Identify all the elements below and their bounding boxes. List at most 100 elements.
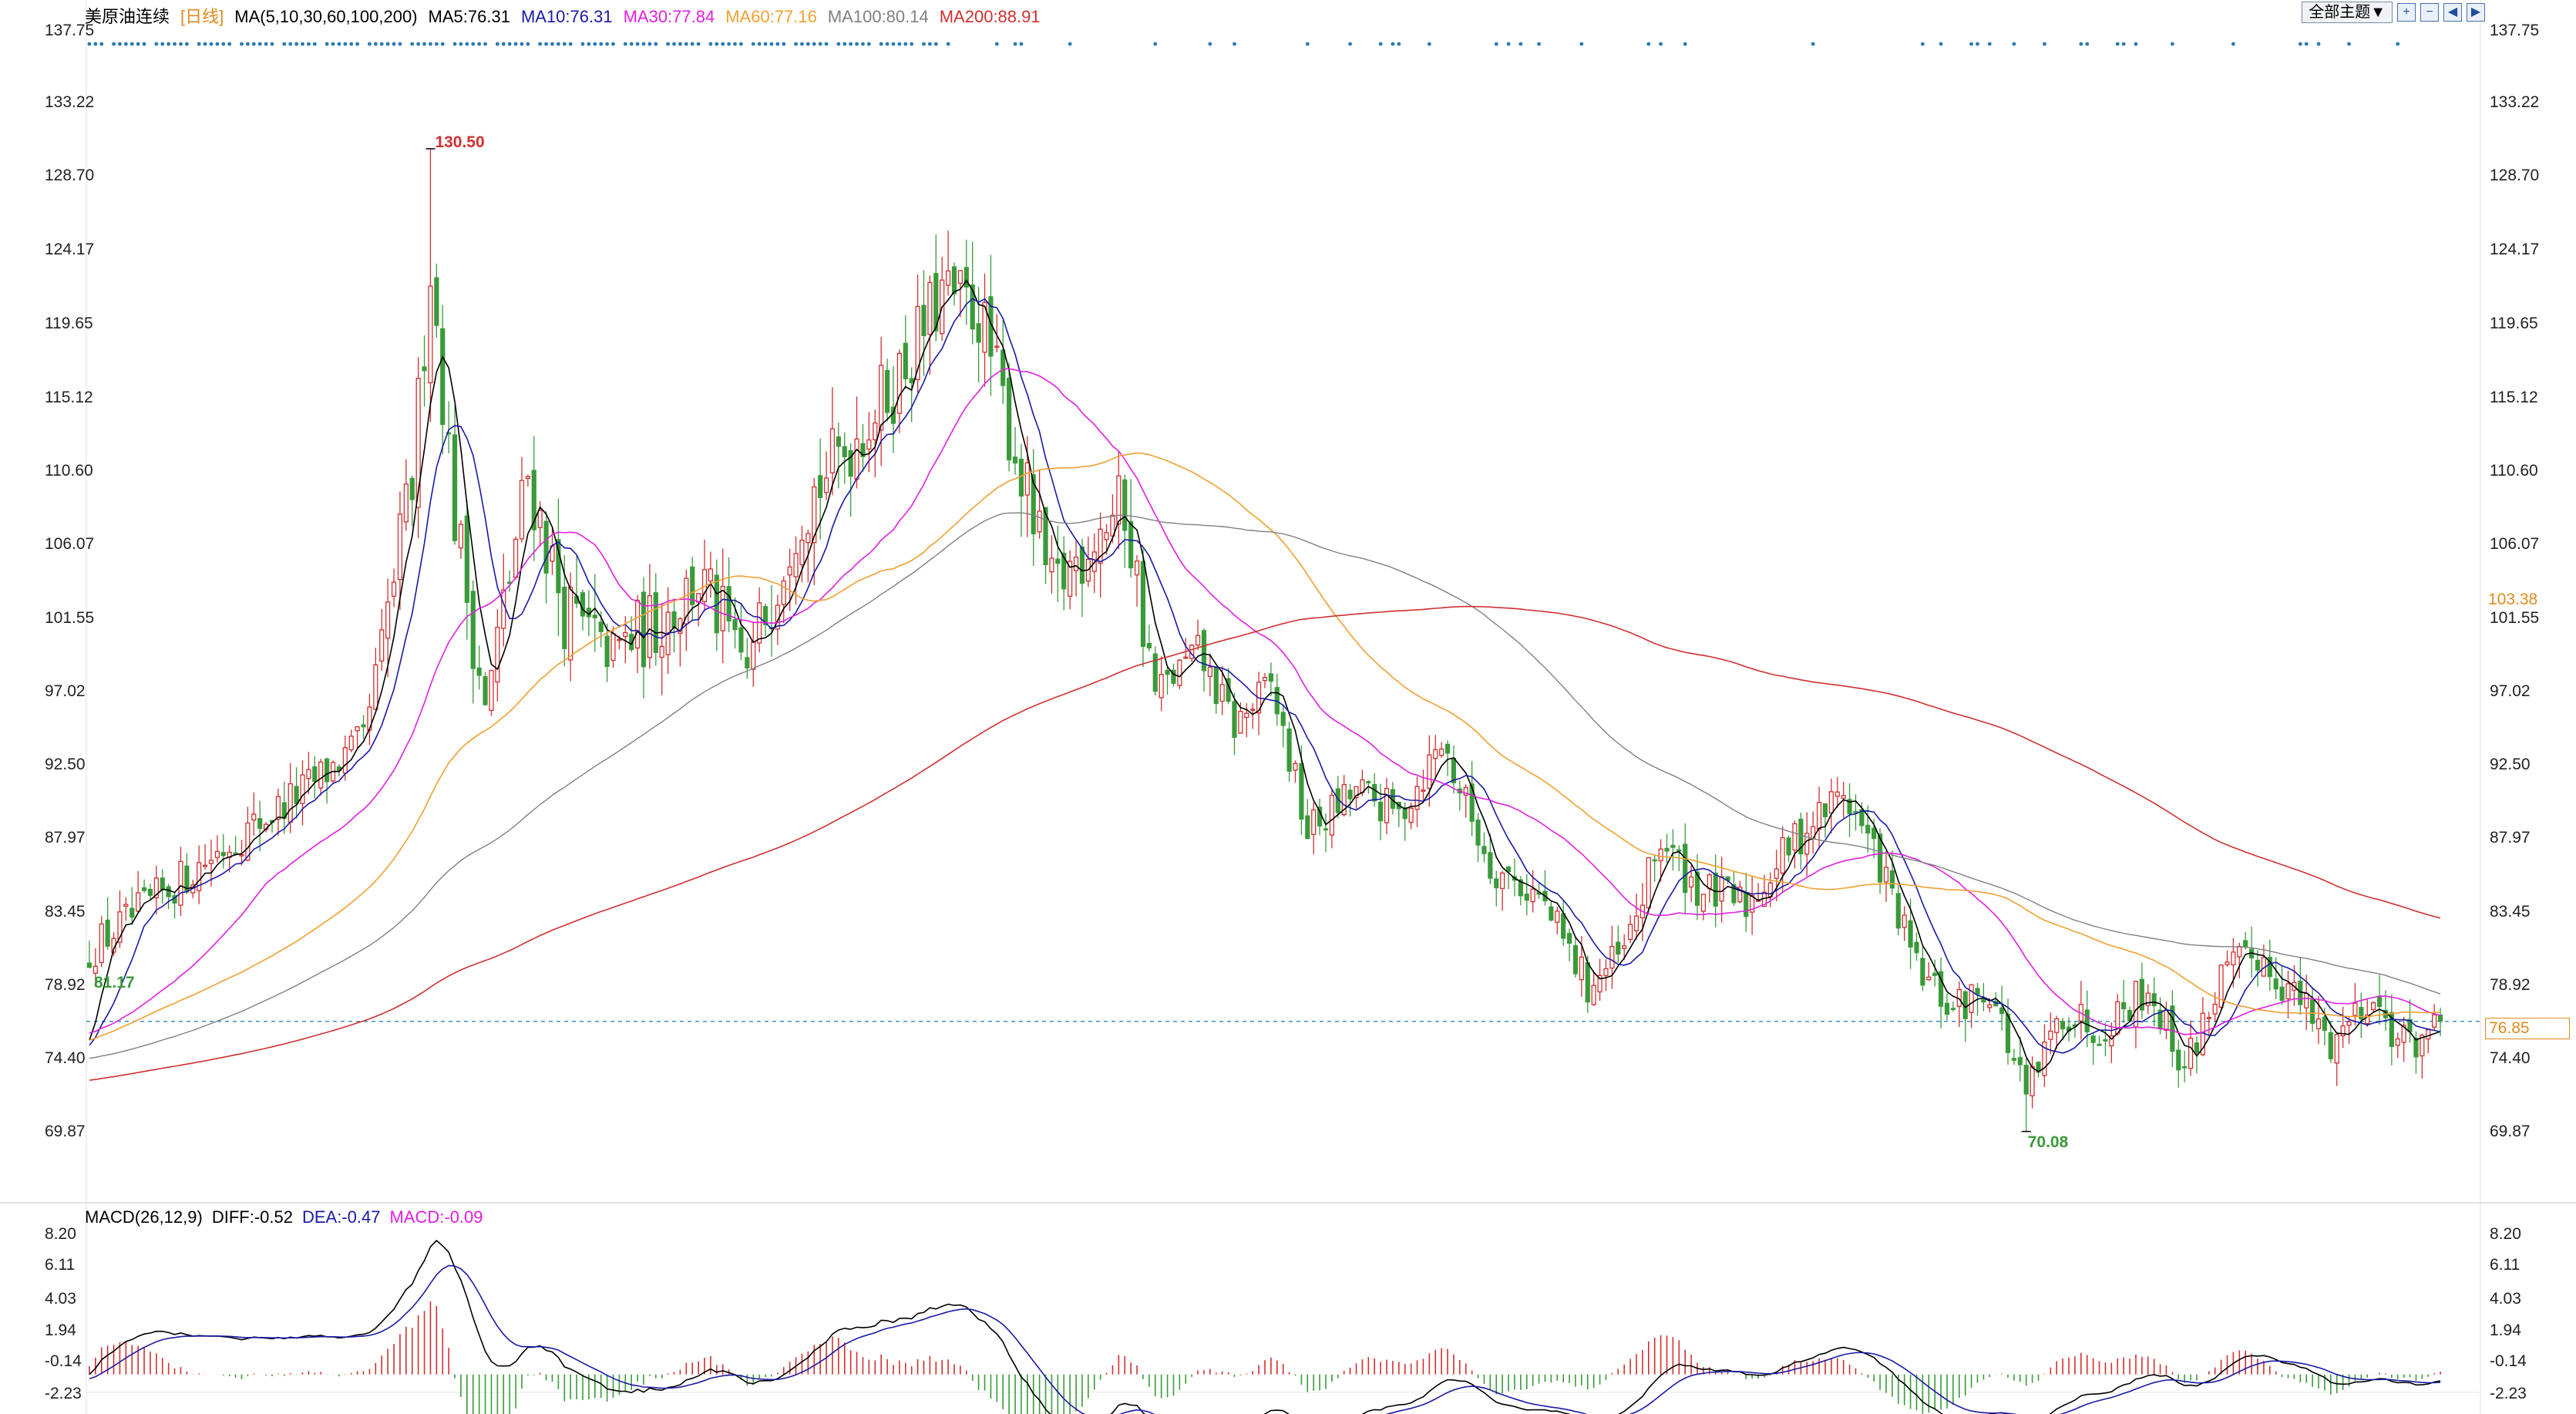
candle-body [884,369,890,413]
prev-icon[interactable]: ◀ [2443,3,2462,22]
signal-dot [154,42,159,46]
candle-body [1171,669,1176,684]
price-tick-l-3: 124.17 [45,241,95,258]
candle-body [957,270,963,284]
next-icon[interactable]: ▶ [2467,3,2485,22]
candle-body [2243,940,2248,947]
candle-body [2237,945,2242,958]
candle-body [1719,876,1724,902]
candle-body [476,667,482,676]
candle-body [592,614,597,618]
signal-dot [2079,42,2083,46]
candle-body [355,726,360,732]
candle-body [879,365,884,431]
period-label[interactable]: [日线] [180,7,224,26]
candle-body [1853,810,1858,813]
signal-dot [708,42,713,46]
candle-body [1098,528,1103,564]
candle-body [2121,1002,2127,1010]
candle-body [787,566,792,576]
price-tick-r-1: 133.22 [2490,93,2540,111]
candle-body [2395,1038,2400,1046]
signal-dot [501,42,506,46]
signal-dot [1427,42,1431,46]
theme-select-button[interactable]: 全部主题▼ [2302,2,2393,23]
signal-dot [221,42,226,46]
expand-icon[interactable]: + [2397,3,2416,22]
ma-value-1: MA10:76.31 [520,7,613,26]
candle-body [2273,978,2278,990]
candle-body [105,919,110,947]
signal-dot [1920,42,1925,46]
candle-body [2371,1002,2376,1011]
signal-dot [946,42,950,46]
candle-body [117,911,123,943]
candle-body [1024,462,1030,496]
candle-body [1664,847,1670,852]
price-tick-r-2: 128.70 [2490,167,2540,184]
candle-body [1871,827,1877,840]
price-tick-l-11: 87.97 [45,829,86,847]
collapse-icon[interactable]: − [2420,3,2439,22]
ma-params-label[interactable]: MA(5,10,30,60,100,200) [234,7,418,26]
candle-body [873,422,878,441]
candle-body [1427,754,1432,789]
signal-dot [526,42,530,46]
signal-dot [398,42,402,46]
price-tick-l-15: 69.87 [45,1123,86,1140]
candle-body [1177,659,1182,686]
candle-body [2267,957,2272,978]
candle-body [915,305,920,381]
candle-body [1834,791,1840,797]
signal-dot [459,42,463,46]
signal-dot [605,42,610,46]
price-tick-l-2: 128.70 [45,167,95,184]
candle-body [1475,820,1481,846]
candle-body [1750,894,1755,913]
candle-body [1609,945,1615,969]
candle-body [1505,866,1512,873]
signal-dot [264,42,268,46]
candle-body [2133,981,2139,1028]
price-tick-r-7: 106.07 [2490,535,2540,553]
macd-tick-l-0: 8.20 [45,1225,76,1243]
candle-body [2322,1016,2328,1032]
candle-body [1451,758,1457,783]
candle-body [1201,630,1207,672]
candle-body [428,285,433,384]
candle-body [2334,1034,2339,1064]
signal-dot [611,42,615,46]
signal-dot [245,42,250,46]
macd-tick-r-0: 8.20 [2490,1225,2521,1243]
signal-dot [129,42,134,46]
signal-dot [2012,42,2016,46]
signal-dot [1068,42,1072,46]
candle-body [793,553,799,577]
candle-body [2426,1029,2431,1040]
candle-body [1616,941,1621,955]
candle-body [963,267,969,288]
signal-dot [849,42,853,46]
signal-dot [727,42,731,46]
candle-body [970,284,975,330]
candle-body [659,645,664,658]
candle-body [1463,786,1468,796]
candle-body [1384,787,1390,823]
candle-body [1104,532,1109,540]
candle-body [403,483,409,523]
candle-body [1280,712,1286,726]
macd-params-label[interactable]: MACD(26,12,9) [85,1207,203,1227]
signal-dot [495,42,499,46]
signal-dot [2043,42,2046,46]
price-tick-l-9: 97.02 [45,682,86,700]
candle-body [818,475,823,498]
candle-body [2005,1013,2011,1053]
candle-body [1402,806,1407,820]
signal-dot [1537,42,1541,46]
candle-body [1073,556,1079,571]
signal-dot [471,42,476,46]
candle-body [2017,1057,2023,1066]
signal-dot [751,42,755,46]
signal-dot [1811,42,1815,46]
